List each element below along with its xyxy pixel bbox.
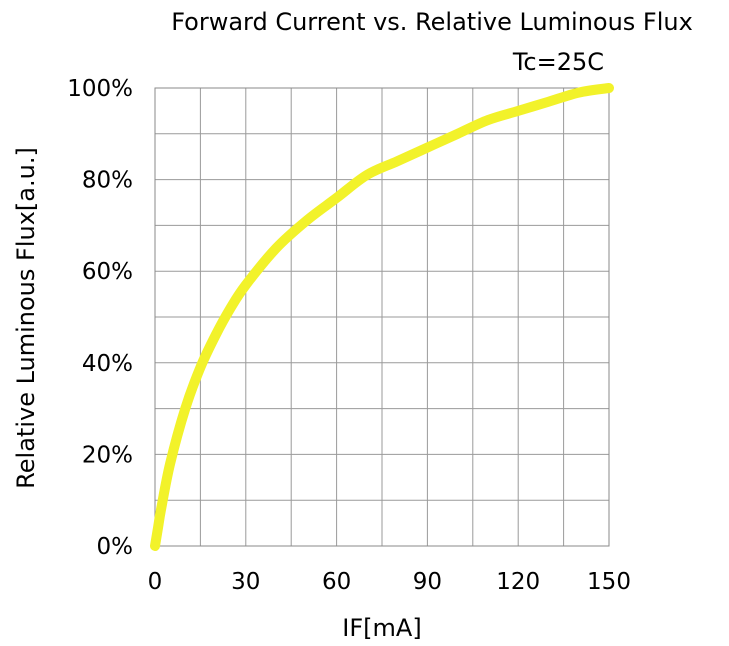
y-axis-label: Relative Luminous Flux[a.u.] [12, 147, 40, 489]
x-tick-label: 0 [148, 569, 163, 595]
y-tick-label: 100% [67, 76, 133, 102]
y-axis-ticks: 0% 20% 40% 60% 80% 100% [67, 76, 133, 560]
x-axis-label: IF[mA] [342, 614, 421, 642]
x-tick-label: 30 [231, 569, 260, 595]
x-tick-label: 150 [587, 569, 631, 595]
chart-title: Forward Current vs. Relative Luminous Fl… [171, 8, 693, 36]
series-layer [150, 83, 614, 551]
y-tick-label: 20% [82, 442, 133, 468]
plot-frame [154, 87, 610, 547]
x-tick-label: 60 [322, 569, 351, 595]
x-axis-ticks: 0 30 60 90 120 150 [148, 569, 631, 595]
y-tick-label: 0% [97, 534, 134, 560]
series-line-0 [150, 83, 614, 551]
y-tick-label: 80% [82, 168, 133, 194]
chart-annotation: Tc=25C [512, 48, 604, 76]
y-tick-label: 60% [82, 259, 133, 285]
y-tick-label: 40% [82, 351, 133, 377]
x-tick-label: 120 [496, 569, 540, 595]
x-tick-label: 90 [413, 569, 442, 595]
